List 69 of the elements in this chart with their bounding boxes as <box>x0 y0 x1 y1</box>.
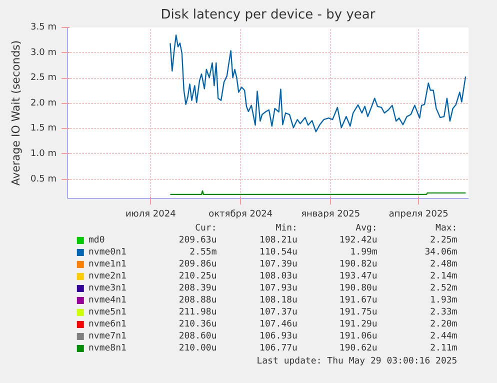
x-tick-label: октября 2024 <box>208 210 273 220</box>
y-tick-label: 3.0 m <box>30 48 57 58</box>
legend-label: md0 <box>88 236 105 246</box>
line-series <box>170 34 466 132</box>
y-tick-label: 2.5 m <box>30 73 57 84</box>
text: Cur: <box>195 224 217 234</box>
text: 209.86u <box>178 260 217 270</box>
y-tick-label: 1.5 m <box>30 124 57 134</box>
text: 2.55m <box>190 248 217 258</box>
text: 2.25m <box>430 236 458 246</box>
text: 110.54u <box>260 248 298 258</box>
legend-label: nvme3n1 <box>88 284 126 294</box>
x-tick-label: января 2025 <box>301 210 360 220</box>
text: 107.39u <box>260 260 298 270</box>
text: 191.29u <box>339 320 378 330</box>
text: 190.62u <box>339 344 378 354</box>
text: 191.75u <box>339 308 378 318</box>
legend-label: nvme1n1 <box>88 260 126 270</box>
text: 2.52m <box>430 284 458 294</box>
x-tick-label: апреля 2025 <box>388 210 448 220</box>
text: Min: <box>276 224 298 234</box>
legend-label: nvme8n1 <box>88 344 126 354</box>
y-tick-label: 1.0 m <box>30 148 57 159</box>
text: 108.18u <box>260 296 298 306</box>
legend-label: nvme2n1 <box>88 272 126 282</box>
text: 190.82u <box>339 260 378 270</box>
text: 208.39u <box>178 284 217 294</box>
text: 191.06u <box>339 332 378 342</box>
text: 210.25u <box>178 272 217 282</box>
text: 2.33m <box>430 308 458 318</box>
text: 1.93m <box>430 296 458 306</box>
text: 190.80u <box>339 284 378 294</box>
text: Last update: Thu May 29 03:00:16 2025 <box>256 356 458 366</box>
text: 191.67u <box>339 296 378 306</box>
legend-label: nvme0n1 <box>88 248 126 258</box>
x-tick-label: июля 2024 <box>125 210 176 220</box>
y-tick-label: 0.5 m <box>30 174 57 184</box>
text: 210.36u <box>178 320 217 330</box>
text: 107.93u <box>260 284 298 294</box>
text: 2.14m <box>430 272 458 282</box>
legend-label: nvme7n1 <box>88 332 126 342</box>
text: Max: <box>436 224 458 234</box>
legend-label: nvme5n1 <box>88 308 126 318</box>
text: 107.46u <box>260 320 298 330</box>
text: 106.77u <box>260 344 298 354</box>
chart-title: Disk latency per device - by year <box>160 8 376 22</box>
text: 210.00u <box>178 344 217 354</box>
text: 1.99m <box>350 248 378 258</box>
y-tick-label: 3.5 m <box>30 22 57 32</box>
text: 193.47u <box>339 272 378 282</box>
y-tick-label: 2.0 m <box>30 98 57 108</box>
text: 208.60u <box>178 332 217 342</box>
text: Avg: <box>356 224 378 234</box>
text: 2.20m <box>430 320 458 330</box>
text: 107.37u <box>260 308 298 318</box>
text: 209.63u <box>178 236 217 246</box>
text: 208.88u <box>178 296 217 306</box>
text: 192.42u <box>339 236 378 246</box>
legend-label: nvme4n1 <box>88 296 126 306</box>
text: 34.06m <box>424 248 458 258</box>
text: 2.48m <box>430 260 458 270</box>
text: 108.21u <box>260 236 298 246</box>
legend-label: nvme6n1 <box>88 320 126 330</box>
text: 211.98u <box>178 308 217 318</box>
text: 108.03u <box>260 272 298 282</box>
y-axis-title: Average IO Wait (seconds) <box>10 40 23 186</box>
text: 2.11m <box>430 344 458 354</box>
text: 2.44m <box>430 332 458 342</box>
text: 106.93u <box>260 332 298 342</box>
